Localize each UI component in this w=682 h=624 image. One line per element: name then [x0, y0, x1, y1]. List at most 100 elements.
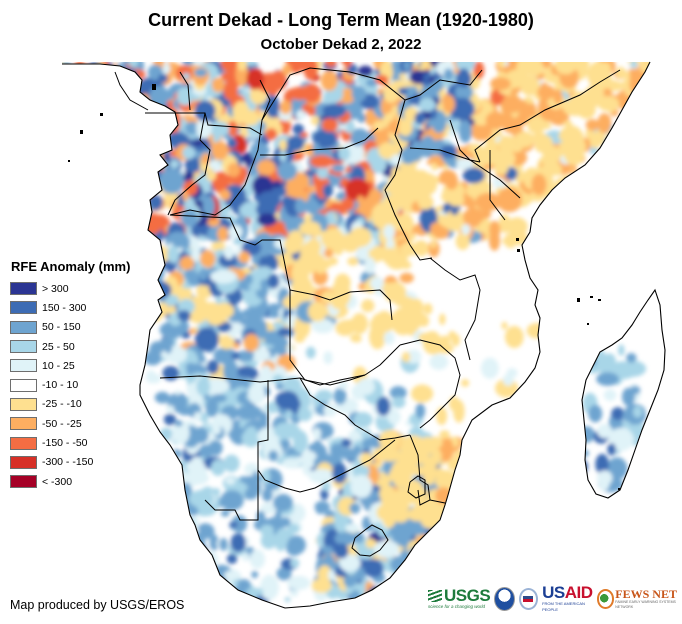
- anomaly-cell: [312, 142, 320, 154]
- anomaly-cell: [343, 575, 357, 588]
- anomaly-cell: [398, 87, 408, 96]
- anomaly-cell: [66, 229, 79, 240]
- anomaly-cell: [196, 543, 207, 557]
- anomaly-cell: [148, 288, 155, 298]
- anomaly-cell: [389, 386, 407, 400]
- anomaly-cell: [587, 365, 600, 374]
- anomaly-cell: [428, 568, 442, 584]
- anomaly-cell: [633, 123, 648, 138]
- anomaly-cell: [105, 200, 130, 217]
- anomaly-cell: [121, 129, 137, 143]
- anomaly-cell: [338, 124, 348, 130]
- legend-label: > 300: [42, 282, 69, 295]
- anomaly-cell: [97, 124, 112, 138]
- anomaly-cell: [82, 203, 98, 212]
- anomaly-cell: [165, 294, 180, 306]
- anomaly-cell: [411, 562, 418, 570]
- anomaly-cell: [349, 448, 358, 463]
- anomaly-cell: [196, 377, 211, 397]
- anomaly-cell: [120, 205, 135, 215]
- anomaly-cell: [286, 540, 303, 556]
- country-border: [289, 290, 366, 386]
- anomaly-cell: [189, 328, 196, 335]
- anomaly-cell: [333, 387, 347, 405]
- anomaly-cell: [603, 184, 613, 191]
- anomaly-cell: [431, 448, 442, 465]
- anomaly-cell: [311, 578, 332, 593]
- anomaly-cell: [78, 88, 92, 107]
- anomaly-cell: [241, 552, 250, 561]
- anomaly-cell: [69, 94, 89, 114]
- anomaly-cell: [485, 111, 507, 130]
- anomaly-cell: [257, 213, 277, 227]
- anomaly-cell: [502, 374, 514, 386]
- anomaly-cell: [160, 553, 170, 564]
- anomaly-cell: [403, 560, 415, 575]
- partner-logos: USGS science for a changing world USAID …: [428, 584, 682, 613]
- anomaly-cell: [229, 593, 239, 602]
- anomaly-cell: [198, 444, 214, 458]
- island: [598, 299, 601, 301]
- anomaly-cell: [401, 351, 411, 363]
- legend-swatch: [10, 436, 37, 450]
- anomaly-cell: [426, 547, 441, 561]
- island: [577, 298, 580, 302]
- country-border: [260, 127, 379, 156]
- anomaly-cell: [202, 195, 215, 218]
- anomaly-cell: [114, 124, 134, 144]
- anomaly-cell: [215, 296, 223, 305]
- anomaly-cell: [285, 62, 305, 67]
- anomaly-cell: [450, 515, 458, 523]
- anomaly-cell: [130, 188, 143, 205]
- anomaly-cell: [116, 203, 130, 213]
- anomaly-cell: [244, 487, 259, 500]
- anomaly-cell: [588, 404, 603, 423]
- anomaly-cell: [387, 409, 401, 425]
- anomaly-cell: [578, 426, 595, 443]
- anomaly-cell: [208, 160, 219, 170]
- anomaly-cell: [107, 203, 121, 223]
- anomaly-cell: [334, 543, 349, 559]
- anomaly-cell: [81, 157, 91, 166]
- anomaly-cell: [425, 550, 437, 563]
- anomaly-cell: [641, 132, 653, 148]
- anomaly-cell: [367, 585, 384, 606]
- anomaly-cell: [570, 192, 582, 201]
- legend-swatch: [10, 301, 37, 315]
- anomaly-cell: [160, 457, 170, 470]
- anomaly-cell: [95, 177, 109, 190]
- anomaly-cell: [136, 160, 150, 176]
- anomaly-cell: [364, 257, 376, 275]
- anomaly-cell: [392, 396, 406, 409]
- anomaly-cell: [206, 309, 226, 326]
- anomaly-cell: [169, 159, 180, 169]
- anomaly-cell: [63, 188, 82, 203]
- anomaly-cell: [279, 150, 287, 162]
- country-borders: [114, 67, 621, 557]
- anomaly-cell: [165, 541, 190, 562]
- anomaly-cell: [227, 162, 241, 178]
- anomaly-cell: [350, 474, 373, 499]
- anomaly-cell: [96, 170, 114, 190]
- anomaly-cell: [301, 103, 311, 113]
- anomaly-cell: [210, 269, 237, 284]
- anomaly-cell: [248, 347, 271, 362]
- anomaly-cell: [275, 186, 287, 197]
- anomaly-cell: [155, 115, 170, 136]
- anomaly-cell: [72, 180, 83, 190]
- anomaly-cell: [587, 185, 598, 196]
- anomaly-cell: [265, 95, 280, 118]
- anomaly-cell: [620, 71, 631, 79]
- anomaly-cell: [102, 185, 112, 193]
- anomaly-cell: [635, 178, 653, 192]
- anomaly-cell: [134, 129, 155, 149]
- anomaly-cell: [461, 224, 471, 235]
- legend-label: -25 - -10: [42, 398, 82, 411]
- anomaly-cell: [618, 344, 625, 357]
- anomaly-cell: [488, 230, 501, 251]
- anomaly-cell: [323, 351, 333, 365]
- anomaly-cell: [632, 406, 643, 418]
- anomaly-cell: [119, 198, 131, 211]
- anomaly-cell: [514, 131, 535, 148]
- anomaly-cell: [590, 175, 602, 191]
